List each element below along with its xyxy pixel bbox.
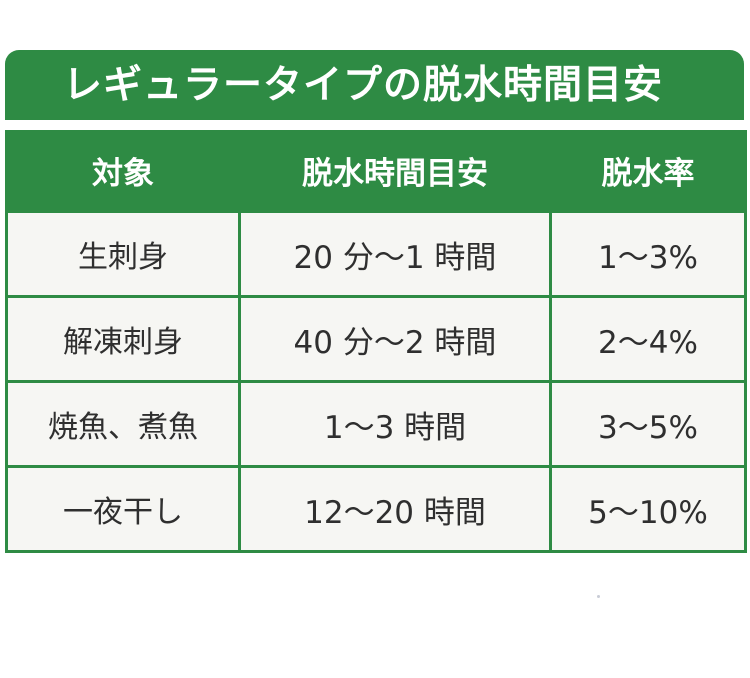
header-dehydration-rate: 脱水率 bbox=[549, 130, 747, 212]
cell-target: 一夜干し bbox=[5, 465, 241, 553]
table-row: 焼魚、煮魚 1～3 時間 3～5% bbox=[5, 380, 747, 468]
dehydration-time-card: レギュラータイプの脱水時間目安 対象 脱水時間目安 脱水率 生刺身 20 分～1… bbox=[5, 50, 747, 553]
table-header-row: 対象 脱水時間目安 脱水率 bbox=[5, 130, 747, 212]
cell-dehydration-rate: 2～4% bbox=[549, 295, 747, 383]
header-dehydration-time: 脱水時間目安 bbox=[238, 130, 552, 212]
cell-target: 生刺身 bbox=[5, 210, 241, 298]
cell-dehydration-time: 20 分～1 時間 bbox=[238, 210, 552, 298]
scan-speck bbox=[597, 595, 600, 598]
cell-dehydration-time: 1～3 時間 bbox=[238, 380, 552, 468]
cell-dehydration-time: 40 分～2 時間 bbox=[238, 295, 552, 383]
table-row: 解凍刺身 40 分～2 時間 2～4% bbox=[5, 295, 747, 383]
cell-target: 解凍刺身 bbox=[5, 295, 241, 383]
table-row: 一夜干し 12～20 時間 5～10% bbox=[5, 465, 747, 553]
title-divider bbox=[5, 120, 744, 130]
header-target: 対象 bbox=[5, 130, 241, 212]
table-title: レギュラータイプの脱水時間目安 bbox=[63, 63, 664, 108]
table-row: 生刺身 20 分～1 時間 1～3% bbox=[5, 210, 747, 298]
cell-dehydration-time: 12～20 時間 bbox=[238, 465, 552, 553]
cell-dehydration-rate: 3～5% bbox=[549, 380, 747, 468]
dehydration-time-table: 対象 脱水時間目安 脱水率 生刺身 20 分～1 時間 1～3% 解凍刺身 40… bbox=[5, 130, 747, 553]
cell-dehydration-rate: 5～10% bbox=[549, 465, 747, 553]
cell-target: 焼魚、煮魚 bbox=[5, 380, 241, 468]
cell-dehydration-rate: 1～3% bbox=[549, 210, 747, 298]
